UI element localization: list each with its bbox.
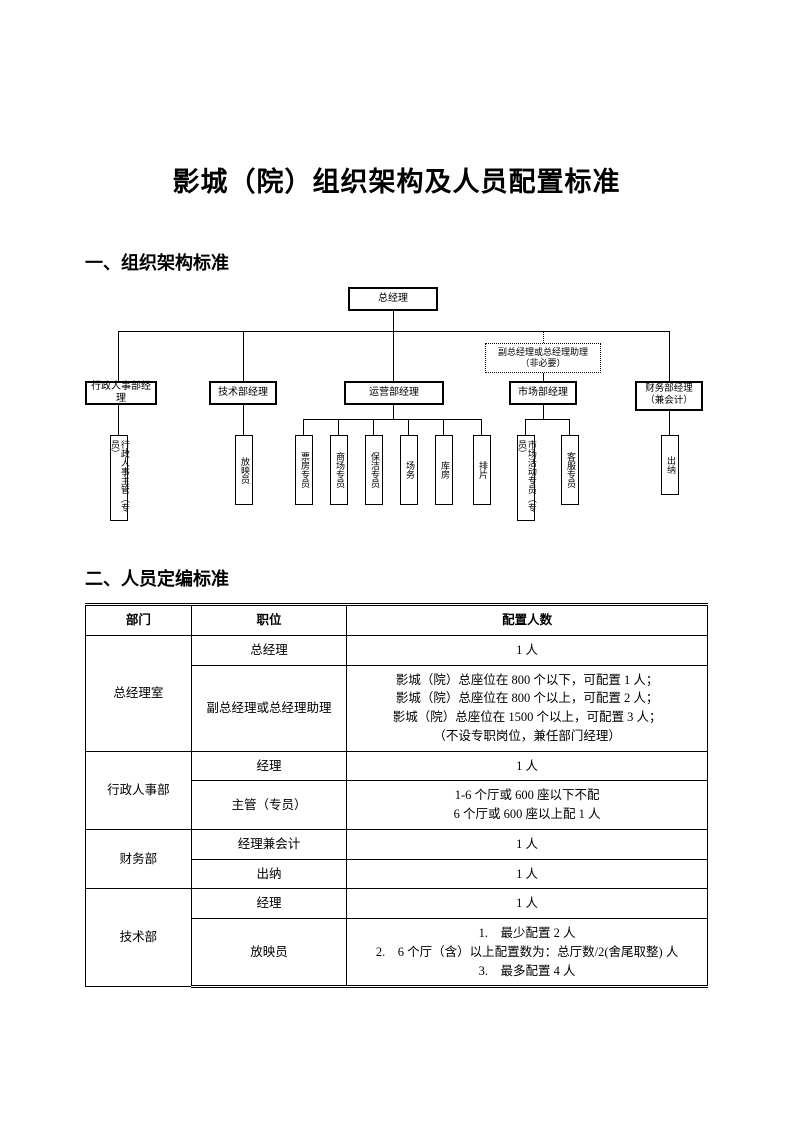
table-header-row: 部门 职位 配置人数 bbox=[86, 605, 708, 636]
cell-dept: 行政人事部 bbox=[86, 751, 192, 829]
connector bbox=[393, 405, 394, 419]
cell-count: 1 人 bbox=[347, 889, 708, 919]
cell-count: 1-6 个厅或 600 座以下不配 6 个厅或 600 座以上配 1 人 bbox=[347, 781, 708, 830]
table-row: 行政人事部 经理 1 人 bbox=[86, 751, 708, 781]
section-2-heading: 二、人员定编标准 bbox=[85, 565, 708, 591]
node-assistant: 副总经理或总经理助理 （非必要） bbox=[485, 343, 601, 373]
cell-count: 影城（院）总座位在 800 个以下，可配置 1 人； 影城（院）总座位在 800… bbox=[347, 665, 708, 751]
cell-pos: 经理 bbox=[191, 751, 347, 781]
node-tech-mgr: 技术部经理 bbox=[209, 381, 277, 405]
connector bbox=[669, 411, 670, 435]
node-ops-5: 库房 bbox=[435, 435, 453, 505]
connector bbox=[303, 419, 481, 420]
node-ops-mgr: 运营部经理 bbox=[344, 381, 444, 405]
connector bbox=[525, 419, 526, 435]
cell-count: 1. 最少配置 2 人 2. 6 个厅（含）以上配置数为：总厅数/2(舍尾取整)… bbox=[347, 919, 708, 987]
connector bbox=[569, 419, 570, 435]
table-row: 技术部 经理 1 人 bbox=[86, 889, 708, 919]
org-chart: 总经理 副总经理或总经理助理 （非必要） 行政人事部经理 技术部经理 运营部经理… bbox=[85, 287, 708, 547]
connector bbox=[243, 331, 244, 381]
page-title: 影城（院）组织架构及人员配置标准 bbox=[85, 160, 708, 199]
cell-count: 1 人 bbox=[347, 859, 708, 889]
section-1-heading: 一、组织架构标准 bbox=[85, 249, 708, 275]
connector bbox=[243, 405, 244, 435]
node-ops-4: 场务 bbox=[400, 435, 418, 505]
col-count: 配置人数 bbox=[347, 605, 708, 636]
connector bbox=[118, 331, 119, 381]
cell-pos: 主管（专员） bbox=[191, 781, 347, 830]
connector bbox=[303, 419, 304, 435]
connector bbox=[393, 311, 394, 331]
connector bbox=[481, 419, 482, 435]
node-fin-staff: 出纳 bbox=[661, 435, 679, 495]
col-pos: 职位 bbox=[191, 605, 347, 636]
node-ops-3: 保洁专员 bbox=[365, 435, 383, 505]
cell-pos: 出纳 bbox=[191, 859, 347, 889]
table-row: 总经理室 总经理 1 人 bbox=[86, 635, 708, 665]
node-fin-mgr: 财务部经理 （兼会计） bbox=[635, 381, 703, 411]
table-row: 财务部 经理兼会计 1 人 bbox=[86, 829, 708, 859]
node-ops-1: 票房专员 bbox=[295, 435, 313, 505]
node-hr-staff: 行政人事主管（专员） bbox=[110, 435, 128, 521]
connector bbox=[118, 405, 119, 435]
cell-pos: 经理 bbox=[191, 889, 347, 919]
node-root: 总经理 bbox=[348, 287, 438, 311]
cell-count: 1 人 bbox=[347, 751, 708, 781]
node-mkt-2: 客服专员 bbox=[561, 435, 579, 505]
connector bbox=[373, 419, 374, 435]
cell-pos: 放映员 bbox=[191, 919, 347, 987]
staffing-table: 部门 职位 配置人数 总经理室 总经理 1 人 副总经理或总经理助理 影城（院）… bbox=[85, 603, 708, 988]
connector bbox=[338, 419, 339, 435]
connector bbox=[669, 331, 670, 381]
node-hr-mgr: 行政人事部经理 bbox=[85, 381, 157, 405]
col-dept: 部门 bbox=[86, 605, 192, 636]
connector bbox=[408, 419, 409, 435]
connector bbox=[393, 331, 394, 381]
cell-pos: 经理兼会计 bbox=[191, 829, 347, 859]
connector bbox=[543, 331, 544, 343]
cell-dept: 总经理室 bbox=[86, 635, 192, 751]
cell-pos: 总经理 bbox=[191, 635, 347, 665]
connector bbox=[443, 419, 444, 435]
connector bbox=[543, 405, 544, 419]
cell-dept: 技术部 bbox=[86, 889, 192, 987]
node-ops-6: 排片 bbox=[473, 435, 491, 505]
cell-dept: 财务部 bbox=[86, 829, 192, 889]
connector bbox=[543, 373, 544, 381]
node-mkt-mgr: 市场部经理 bbox=[509, 381, 577, 405]
cell-count: 1 人 bbox=[347, 635, 708, 665]
node-ops-2: 商场专员 bbox=[330, 435, 348, 505]
document-page: 影城（院）组织架构及人员配置标准 一、组织架构标准 总经理 副总经理或总经理助理… bbox=[0, 0, 793, 1122]
cell-pos: 副总经理或总经理助理 bbox=[191, 665, 347, 751]
connector bbox=[525, 419, 569, 420]
node-tech-staff: 放映员 bbox=[235, 435, 253, 505]
node-mkt-1: 市场活动专员（专员） bbox=[517, 435, 535, 521]
cell-count: 1 人 bbox=[347, 829, 708, 859]
